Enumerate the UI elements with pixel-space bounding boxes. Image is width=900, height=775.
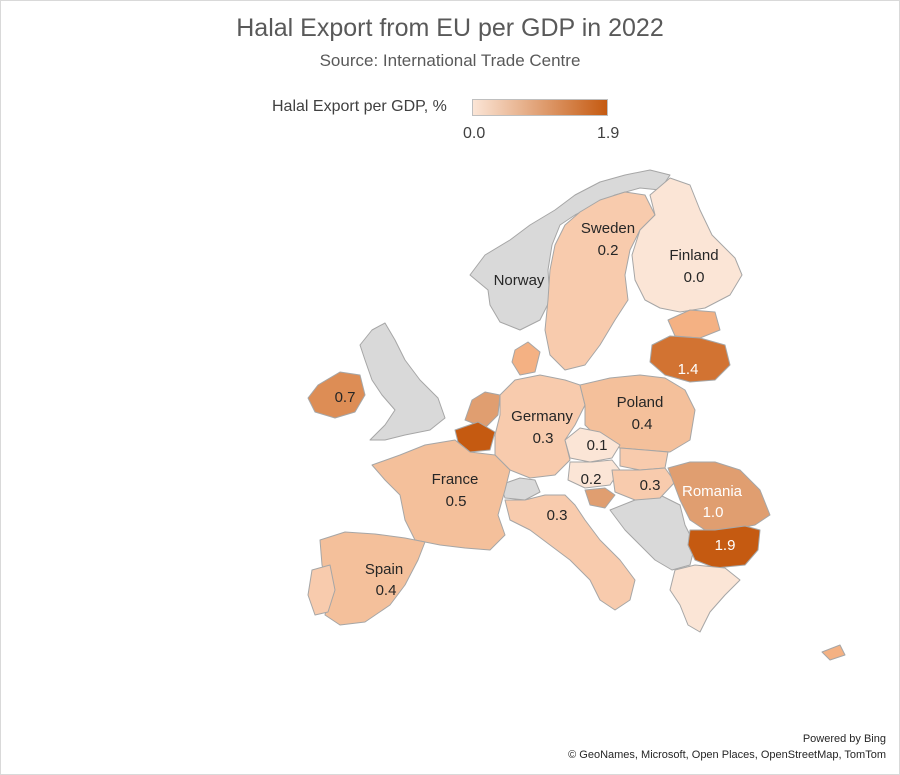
label-sweden-value: 0.2 [598, 242, 619, 259]
country-united-kingdom[interactable] [359, 322, 446, 441]
label-france-value: 0.5 [446, 493, 467, 510]
country-bulgaria[interactable] [687, 525, 761, 569]
country-estonia-latvia[interactable] [667, 309, 721, 339]
country-balkans[interactable] [609, 494, 696, 571]
label-poland-name: Poland [617, 394, 664, 411]
label-france-name: France [432, 471, 479, 488]
legend-min-label: 0.0 [463, 125, 486, 142]
label-finland-value: 0.0 [684, 269, 705, 286]
country-portugal[interactable] [307, 564, 336, 616]
country-finland[interactable] [631, 177, 743, 313]
label-lithuania-value: 1.4 [678, 361, 699, 378]
country-netherlands[interactable] [464, 391, 501, 429]
label-germany-name: Germany [511, 408, 573, 425]
label-czechia-value: 0.1 [587, 437, 608, 454]
label-finland-name: Finland [669, 247, 718, 264]
map-subtitle: Source: International Trade Centre [319, 51, 581, 70]
label-sweden-name: Sweden [581, 220, 635, 237]
country-slovakia[interactable] [619, 447, 669, 471]
country-spain[interactable] [319, 531, 426, 626]
attribution-credits: © GeoNames, Microsoft, Open Places, Open… [568, 749, 886, 761]
country-greece[interactable] [669, 564, 741, 633]
label-spain-name: Spain [365, 561, 403, 578]
country-lithuania[interactable] [649, 335, 731, 383]
label-romania-name: Romania [682, 483, 743, 500]
legend-max-label: 1.9 [597, 125, 620, 142]
label-romania-value: 1.0 [703, 504, 724, 521]
label-germany-value: 0.3 [533, 430, 554, 447]
country-italy[interactable] [504, 494, 636, 611]
country-sweden[interactable] [544, 191, 656, 371]
label-norway-name: Norway [494, 272, 545, 289]
country-poland[interactable] [579, 374, 696, 453]
country-czechia[interactable] [564, 427, 621, 463]
label-italy-value: 0.3 [547, 507, 568, 524]
label-hungary-value: 0.3 [640, 477, 661, 494]
country-denmark[interactable] [511, 341, 541, 376]
country-france[interactable] [371, 439, 511, 551]
map-title: Halal Export from EU per GDP in 2022 [236, 14, 664, 42]
country-norway[interactable] [469, 169, 671, 331]
attribution-powered-by: Powered by Bing [802, 733, 886, 745]
label-ireland-value: 0.7 [335, 389, 356, 406]
country-romania[interactable] [667, 461, 771, 531]
map-labels: Sweden 0.2 Finland 0.0 Norway 0.7 German… [335, 220, 743, 599]
label-spain-value: 0.4 [376, 582, 397, 599]
label-poland-value: 0.4 [632, 416, 653, 433]
label-austria-value: 0.2 [581, 471, 602, 488]
label-bulgaria-value: 1.9 [715, 537, 736, 554]
country-hungary[interactable] [611, 467, 676, 501]
legend-color-scale [472, 99, 608, 116]
country-ireland[interactable] [307, 371, 366, 419]
legend-title: Halal Export per GDP, % [272, 98, 447, 115]
country-slovenia-croatia[interactable] [584, 487, 616, 509]
country-cyprus[interactable] [821, 644, 846, 661]
country-switzerland[interactable] [499, 477, 541, 501]
